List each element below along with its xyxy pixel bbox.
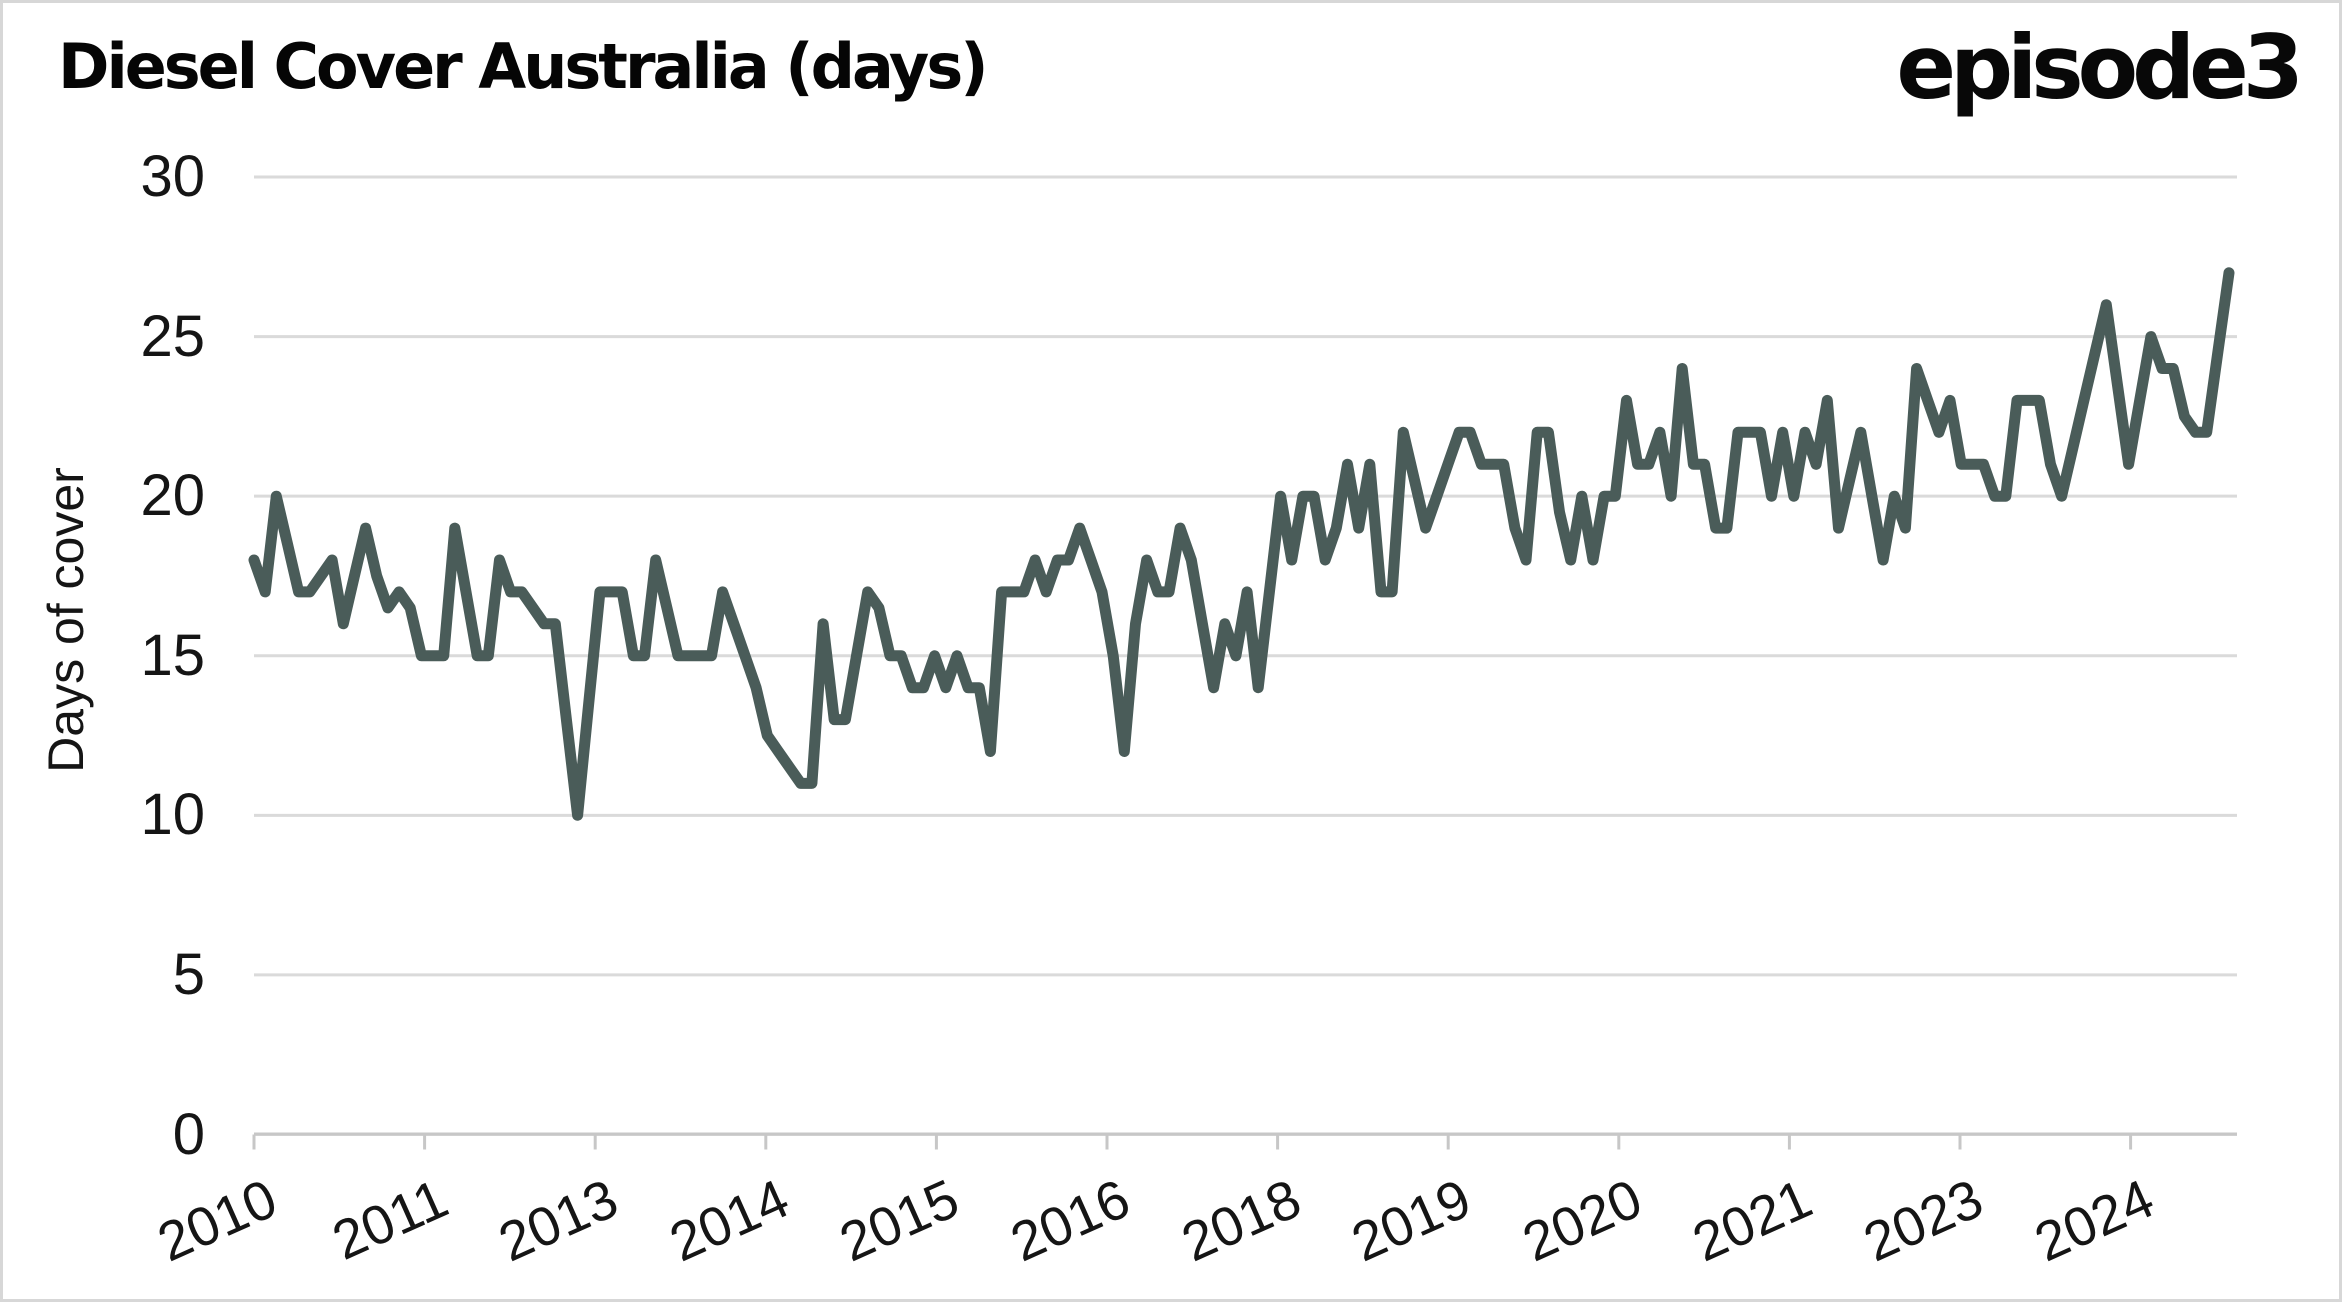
y-tick-label-0: 0 [172,1101,205,1167]
y-tick-label-15: 15 [140,622,205,688]
y-tick-label-10: 10 [140,782,205,848]
y-tick-label-5: 5 [172,941,205,1007]
diesel-cover-line [248,267,2235,821]
y-tick-label-30: 30 [140,144,205,209]
episode3-logo: episode3 [1896,16,2304,119]
y-tick-label-20: 20 [140,463,205,529]
x-axis-ticks [252,1134,2133,1150]
y-tick-label-25: 25 [140,303,205,369]
gridlines [254,175,2237,1136]
chart-title: Diesel Cover Australia (days) [58,30,989,103]
